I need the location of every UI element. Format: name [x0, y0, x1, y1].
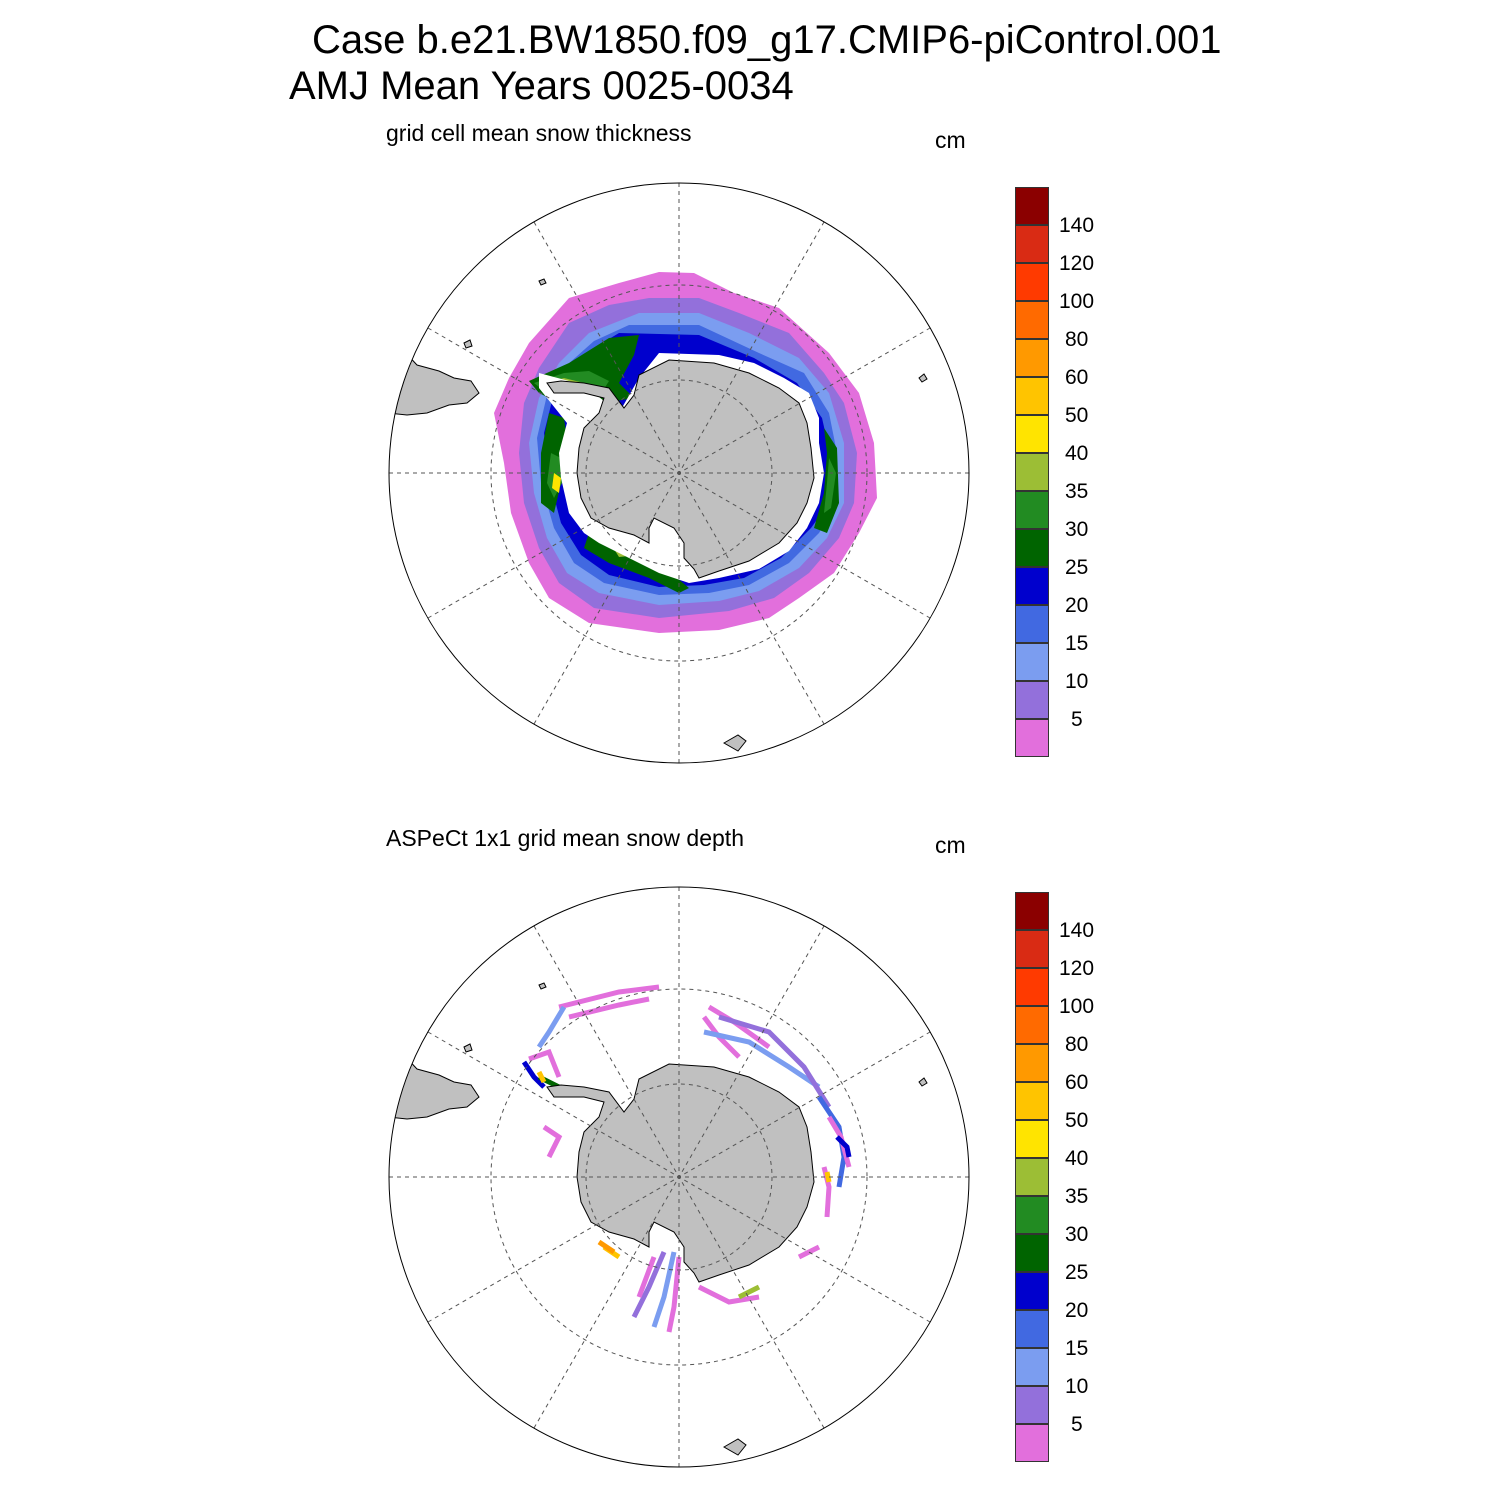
- colorbar-swatch: [1015, 1044, 1049, 1082]
- figure-title-line2: AMJ Mean Years 0025-0034: [289, 64, 794, 108]
- colorbar-label: 120: [1059, 252, 1095, 275]
- panel2-colorbar: [1015, 892, 1049, 1462]
- colorbar-label: 80: [1065, 328, 1089, 351]
- colorbar-label: 100: [1059, 290, 1095, 313]
- colorbar-label: 100: [1059, 995, 1095, 1018]
- colorbar-swatch: [1015, 1196, 1049, 1234]
- colorbar-swatch: [1015, 605, 1049, 643]
- colorbar-swatch: [1015, 681, 1049, 719]
- graticule: [389, 887, 969, 1467]
- amundsen-snow-40: [552, 473, 561, 493]
- colorbar-swatch: [1015, 225, 1049, 263]
- colorbar-label: 25: [1065, 1261, 1089, 1284]
- colorbar-swatch: [1015, 892, 1049, 930]
- south-america-landmass: [389, 342, 480, 416]
- colorbar-swatch: [1015, 1310, 1049, 1348]
- panel1-units: cm: [935, 127, 966, 153]
- colorbar-swatch: [1015, 1272, 1049, 1310]
- colorbar-swatch: [1015, 1120, 1049, 1158]
- colorbar-swatch: [1015, 339, 1049, 377]
- panel1-colorbar: [1015, 187, 1049, 757]
- colorbar-label: 140: [1059, 919, 1095, 942]
- colorbar-label: 10: [1065, 670, 1089, 693]
- colorbar-swatch: [1015, 1158, 1049, 1196]
- colorbar-label: 10: [1065, 1375, 1089, 1398]
- panel1-polar-map: [388, 182, 970, 764]
- colorbar-swatch: [1015, 187, 1049, 225]
- observation-tracks: [521, 984, 852, 1333]
- colorbar-label: 40: [1065, 442, 1089, 465]
- colorbar-label: 50: [1065, 404, 1089, 427]
- colorbar-swatch: [1015, 1386, 1049, 1424]
- colorbar-label: 20: [1065, 594, 1089, 617]
- colorbar-swatch: [1015, 263, 1049, 301]
- colorbar-swatch: [1015, 1348, 1049, 1386]
- island: [722, 1438, 747, 1456]
- colorbar-swatch: [1015, 1234, 1049, 1272]
- colorbar-label: 30: [1065, 1223, 1089, 1246]
- island: [538, 278, 547, 286]
- colorbar-label: 80: [1065, 1033, 1089, 1056]
- panel1-title: grid cell mean snow thickness: [386, 120, 692, 146]
- island: [463, 339, 473, 349]
- colorbar-label: 40: [1065, 1147, 1089, 1170]
- island: [722, 734, 747, 752]
- colorbar-label: 35: [1065, 1185, 1089, 1208]
- colorbar-swatch: [1015, 968, 1049, 1006]
- colorbar-swatch: [1015, 453, 1049, 491]
- island: [918, 1077, 928, 1087]
- colorbar-swatch: [1015, 1006, 1049, 1044]
- colorbar-swatch: [1015, 567, 1049, 605]
- colorbar-swatch: [1015, 930, 1049, 968]
- panel2-polar-map: [388, 886, 970, 1468]
- colorbar-swatch: [1015, 301, 1049, 339]
- south-america-landmass: [389, 1046, 480, 1120]
- map-boundary: [388, 886, 970, 1468]
- colorbar-label: 60: [1065, 1071, 1089, 1094]
- colorbar-swatch: [1015, 1082, 1049, 1120]
- colorbar-label: 25: [1065, 556, 1089, 579]
- island: [463, 1043, 473, 1053]
- graticule: [389, 183, 969, 763]
- map-boundary: [388, 182, 970, 764]
- figure-title-line1: Case b.e21.BW1850.f09_g17.CMIP6-piContro…: [312, 18, 1222, 62]
- colorbar-swatch: [1015, 719, 1049, 757]
- colorbar-label: 120: [1059, 957, 1095, 980]
- colorbar-swatch: [1015, 415, 1049, 453]
- colorbar-label: 50: [1065, 1109, 1089, 1132]
- colorbar-swatch: [1015, 529, 1049, 567]
- antarctica-landmass: [546, 359, 815, 579]
- colorbar-label: 15: [1065, 1337, 1089, 1360]
- colorbar-label: 15: [1065, 632, 1089, 655]
- colorbar-swatch: [1015, 377, 1049, 415]
- east-antarctic-snow-35: [824, 458, 836, 513]
- colorbar-swatch: [1015, 1424, 1049, 1462]
- antarctica-landmass: [546, 1063, 815, 1283]
- east-antarctic-snow-30: [814, 428, 839, 533]
- colorbar-swatch: [1015, 643, 1049, 681]
- colorbar-label: 30: [1065, 518, 1089, 541]
- island: [538, 982, 547, 990]
- island: [918, 373, 928, 383]
- colorbar-label: 60: [1065, 366, 1089, 389]
- panel2-units: cm: [935, 832, 966, 858]
- panel2-title: ASPeCt 1x1 grid mean snow depth: [386, 825, 744, 851]
- colorbar-label: 5: [1071, 708, 1083, 731]
- colorbar-swatch: [1015, 491, 1049, 529]
- colorbar-label: 5: [1071, 1413, 1083, 1436]
- colorbar-label: 20: [1065, 1299, 1089, 1322]
- colorbar-label: 35: [1065, 480, 1089, 503]
- colorbar-label: 140: [1059, 214, 1095, 237]
